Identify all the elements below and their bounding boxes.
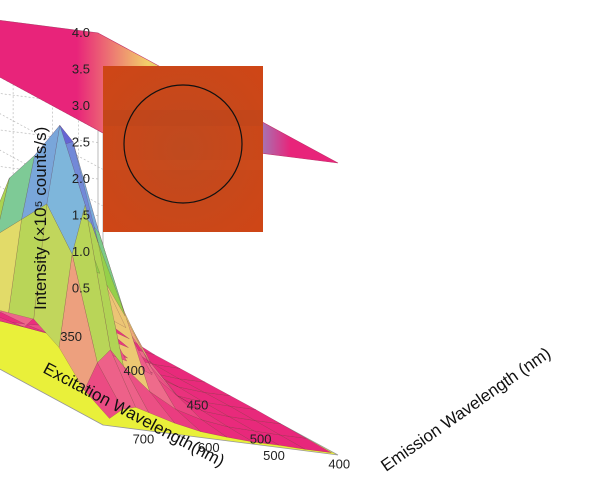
y-tick-label: 400 — [328, 457, 350, 472]
y-axis-title: Emission Wavelength (nm) — [377, 344, 554, 476]
y-tick-label: 700 — [133, 432, 155, 447]
surface-layer — [0, 124, 332, 453]
x-tick-label: 450 — [187, 397, 209, 412]
surface-patch — [84, 362, 123, 419]
inset-band — [103, 160, 263, 170]
z-axis-title: Intensity (×10⁵ counts/s) — [31, 127, 50, 310]
z-tick-label: 4.0 — [72, 25, 90, 40]
surface-patch — [0, 317, 25, 328]
surface-patch — [0, 178, 10, 220]
y-tick-label: 600 — [198, 440, 220, 455]
z-tick-label: 0.5 — [72, 281, 90, 296]
inset-circle-outline — [123, 84, 243, 204]
x-tick-label: 400 — [123, 363, 145, 378]
tick-labels: 0.5 1.0 1.5 2.0 2.5 3.0 3.5 4.0 350 400 450 500 400 5… — [60, 25, 350, 472]
z-tick-label: 2.0 — [72, 171, 90, 186]
inset-band — [103, 110, 263, 126]
surface-patch — [0, 219, 22, 314]
inset-photo — [103, 66, 263, 232]
x-tick-label: 500 — [250, 432, 272, 447]
x-tick-label: 350 — [60, 329, 82, 344]
inset-image — [103, 66, 263, 232]
z-tick-label: 3.0 — [72, 98, 90, 113]
z-tick-label: 2.5 — [72, 135, 90, 150]
z-tick-label: 1.0 — [72, 244, 90, 259]
z-tick-label: 3.5 — [72, 62, 90, 77]
z-tick-label: 1.5 — [72, 208, 90, 223]
y-tick-label: 500 — [263, 448, 285, 463]
